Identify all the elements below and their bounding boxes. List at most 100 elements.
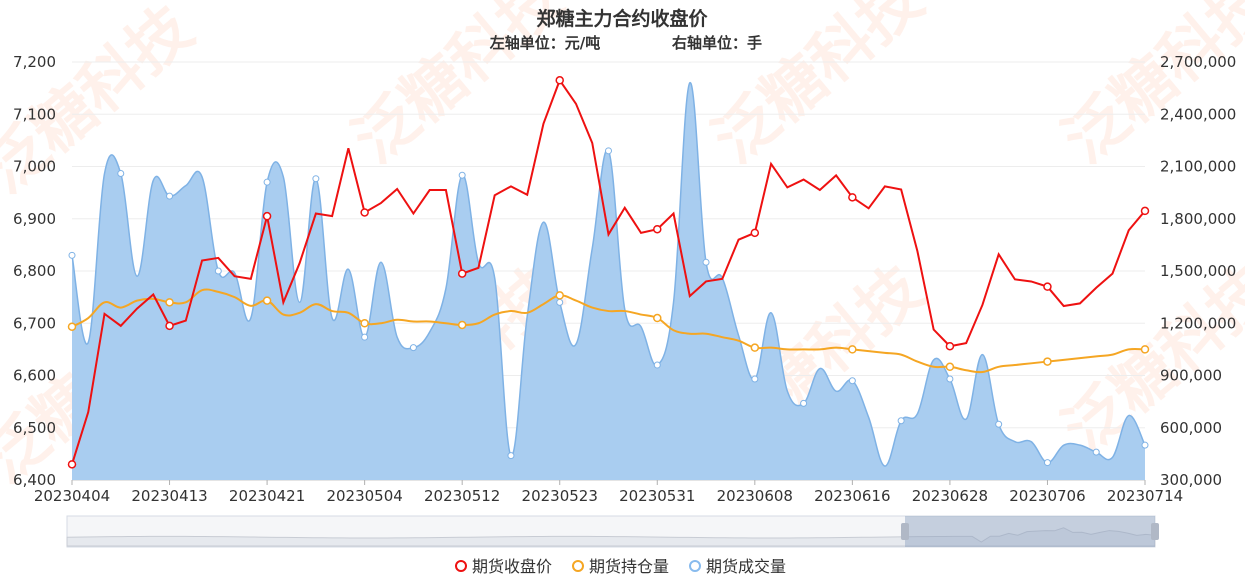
- left-y-axis: 6,400 6,500 6,600 6,700 6,800 6,900 7,000 7,100…: [13, 53, 56, 489]
- open-interest-line: [71, 288, 1146, 374]
- open-interest-point: [262, 296, 272, 305]
- open-interest-point: [360, 319, 369, 328]
- open-interest-point: [945, 362, 955, 372]
- legend-marker: [689, 560, 701, 572]
- open-interest-point: [848, 345, 857, 354]
- open-interest-point: [1043, 357, 1052, 366]
- right-y-axis: 300,000 600,000 900,000 1,200,000 1,500,000 1…: [1160, 53, 1236, 489]
- close-price-point: [457, 269, 467, 278]
- volume-point: [751, 375, 759, 383]
- legend-item-close-price[interactable]: 期货收盘价: [455, 557, 552, 576]
- open-interest-point: [67, 322, 77, 331]
- volume-point: [409, 344, 417, 352]
- open-interest-point: [555, 291, 564, 300]
- left-tick-label: 6,500: [13, 419, 56, 437]
- volume-point: [117, 169, 125, 177]
- open-interest-point: [1140, 345, 1150, 354]
- legend-label: 期货持仓量: [589, 557, 669, 576]
- volume-point: [214, 267, 222, 275]
- volume-point: [68, 251, 76, 259]
- volume-point: [848, 377, 856, 385]
- left-axis-unit: 左轴单位：元/吨: [489, 34, 600, 52]
- right-tick-label: 2,100,000: [1160, 158, 1236, 176]
- datazoom-right-handle[interactable]: [1151, 523, 1159, 540]
- right-tick-label: 1,500,000: [1160, 262, 1236, 280]
- x-tick-label: 20230413: [131, 487, 207, 505]
- open-interest-point: [653, 313, 662, 323]
- left-tick-label: 6,800: [13, 262, 56, 280]
- datazoom-slider[interactable]: [66, 515, 1159, 548]
- x-tick-label: 20230404: [34, 487, 110, 505]
- legend-item-volume[interactable]: 期货成交量: [689, 557, 786, 576]
- datazoom-left-handle[interactable]: [901, 523, 909, 540]
- volume-point: [361, 333, 369, 341]
- close-price-point: [360, 208, 369, 217]
- right-tick-label: 300,000: [1160, 471, 1222, 489]
- volume-point: [1043, 459, 1051, 467]
- left-tick-label: 7,000: [13, 158, 56, 176]
- volume-point: [507, 452, 515, 460]
- open-interest-point: [165, 298, 174, 307]
- close-price-point: [555, 76, 564, 85]
- volume-point: [458, 171, 466, 179]
- volume-point: [1141, 441, 1149, 449]
- x-tick-label: 20230714: [1107, 487, 1183, 505]
- close-price-point: [750, 228, 760, 238]
- left-tick-label: 7,100: [13, 105, 56, 123]
- x-tick-label: 20230616: [814, 487, 890, 505]
- left-tick-label: 6,600: [13, 367, 56, 385]
- volume-point: [653, 361, 661, 369]
- close-price-point: [653, 224, 662, 234]
- legend: 期货收盘价 期货持仓量 期货成交量: [455, 557, 786, 576]
- close-price-point: [848, 193, 857, 202]
- open-interest-point: [457, 320, 467, 330]
- x-tick-label: 20230523: [522, 487, 598, 505]
- right-axis-unit: 右轴单位：手: [672, 34, 762, 52]
- volume-line: [71, 82, 1146, 467]
- volume-point: [897, 417, 905, 425]
- right-tick-label: 1,800,000: [1160, 210, 1236, 228]
- close-price-point: [67, 460, 77, 469]
- datazoom-window[interactable]: [905, 516, 1155, 547]
- datazoom-preview: [66, 527, 1156, 547]
- legend-label: 期货收盘价: [472, 557, 552, 576]
- left-tick-label: 6,400: [13, 471, 56, 489]
- right-tick-label: 600,000: [1160, 419, 1222, 437]
- right-tick-label: 2,400,000: [1160, 105, 1236, 123]
- legend-marker: [455, 560, 467, 572]
- x-tick-label: 20230628: [912, 487, 988, 505]
- right-tick-label: 1,200,000: [1160, 314, 1236, 332]
- volume-point: [605, 147, 612, 155]
- close-price-point: [1043, 282, 1052, 291]
- volume-point: [166, 192, 174, 200]
- close-price-point: [262, 211, 272, 221]
- legend-item-open-interest[interactable]: 期货持仓量: [572, 557, 669, 576]
- close-price-point: [945, 341, 955, 351]
- x-tick-label: 20230512: [424, 487, 500, 505]
- open-interest-point: [750, 343, 760, 352]
- x-axis: 20230404 20230413 20230421 20230504 20230512…: [34, 480, 1183, 505]
- volume-point: [800, 399, 808, 407]
- volume-point: [995, 420, 1003, 428]
- close-price-point: [1140, 206, 1150, 216]
- volume-point: [556, 298, 564, 306]
- open-interest-series: [67, 288, 1150, 374]
- x-tick-label: 20230504: [326, 487, 402, 505]
- legend-label: 期货成交量: [706, 557, 786, 576]
- x-tick-label: 20230421: [229, 487, 305, 505]
- volume-point: [946, 375, 954, 383]
- volume-point: [312, 175, 320, 183]
- legend-marker: [572, 560, 584, 572]
- volume-point: [702, 258, 710, 266]
- volume-series: [68, 82, 1149, 480]
- left-tick-label: 7,200: [13, 53, 56, 71]
- left-tick-label: 6,700: [13, 314, 56, 332]
- left-tick-label: 6,900: [13, 210, 56, 228]
- x-tick-label: 20230706: [1009, 487, 1085, 505]
- volume-point: [1092, 448, 1100, 456]
- volume-area: [72, 82, 1145, 480]
- x-tick-label: 20230531: [619, 487, 695, 505]
- volume-point: [263, 178, 271, 186]
- right-tick-label: 900,000: [1160, 367, 1222, 385]
